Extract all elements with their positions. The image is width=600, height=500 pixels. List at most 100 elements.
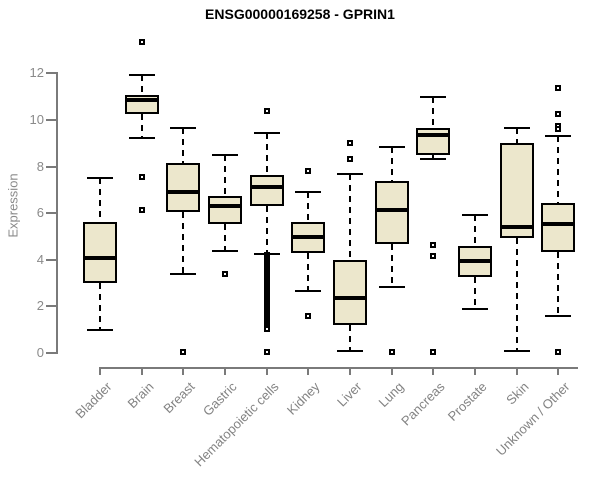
- outlier-point-unknown-other: [555, 349, 561, 355]
- y-axis-tick: [46, 352, 56, 354]
- upper-whisker-cap-pancreas: [420, 95, 446, 98]
- x-axis-tick: [349, 369, 351, 375]
- box-breast: [166, 163, 200, 213]
- y-tick-label: 0: [36, 345, 44, 360]
- upper-whisker-cap-unknown-other: [545, 135, 571, 138]
- x-axis-tick: [141, 369, 143, 375]
- y-tick-label: 8: [36, 158, 44, 174]
- lower-whisker-cap-skin: [504, 349, 530, 352]
- lower-whisker-kidney: [307, 252, 309, 292]
- upper-whisker-brain: [141, 74, 143, 95]
- x-category-label-unknown-other: Unknown / Other: [493, 379, 573, 459]
- lower-whisker-breast: [182, 212, 184, 274]
- outlier-point-pancreas: [430, 349, 436, 355]
- median-liver: [335, 296, 365, 301]
- y-axis-tick: [46, 212, 56, 215]
- lower-whisker-hematopoietic-cells: [266, 206, 268, 255]
- upper-whisker-cap-brain: [129, 73, 155, 76]
- upper-whisker-hematopoietic-cells: [266, 132, 268, 175]
- upper-whisker-cap-lung: [379, 145, 405, 148]
- median-hematopoietic-cells: [252, 184, 282, 189]
- box-lung: [375, 180, 409, 244]
- lower-whisker-cap-brain: [129, 136, 155, 139]
- y-tick-label: 12: [29, 65, 44, 81]
- median-bladder: [85, 255, 115, 260]
- median-brain: [127, 98, 157, 103]
- box-hematopoietic-cells: [250, 174, 284, 207]
- lower-whisker-pancreas: [432, 155, 434, 159]
- outlier-point-pancreas: [430, 241, 436, 248]
- x-axis-tick: [432, 369, 434, 375]
- outlier-point-unknown-other: [555, 126, 561, 133]
- lower-whisker-cap-bladder: [87, 328, 113, 331]
- lower-whisker-cap-gastric: [212, 249, 238, 252]
- upper-whisker-cap-prostate: [462, 213, 488, 216]
- upper-whisker-cap-kidney: [295, 191, 321, 194]
- median-prostate: [460, 259, 490, 264]
- upper-whisker-cap-hematopoietic-cells: [254, 131, 280, 134]
- lower-whisker-prostate: [474, 277, 476, 309]
- upper-whisker-unknown-other: [557, 136, 559, 203]
- y-tick-label: 2: [36, 298, 44, 314]
- lower-whisker-cap-kidney: [295, 290, 321, 293]
- box-liver: [333, 259, 367, 326]
- upper-whisker-prostate: [474, 214, 476, 246]
- upper-whisker-breast: [182, 128, 184, 164]
- box-gastric: [208, 195, 242, 224]
- outlier-point-brain: [139, 206, 145, 213]
- y-tick-label: 4: [36, 251, 44, 267]
- outlier-point-hematopoietic-cells: [264, 325, 270, 332]
- upper-whisker-liver: [349, 173, 351, 260]
- upper-whisker-skin: [516, 128, 518, 144]
- median-pancreas: [418, 133, 448, 138]
- outlier-point-gastric: [222, 270, 228, 277]
- x-axis-tick: [391, 369, 393, 375]
- upper-whisker-lung: [391, 146, 393, 181]
- x-axis-tick: [224, 369, 226, 375]
- lower-whisker-cap-breast: [170, 272, 196, 275]
- outlier-point-liver: [347, 155, 353, 162]
- outlier-point-hematopoietic-cells: [264, 107, 270, 114]
- y-axis-tick: [46, 119, 56, 121]
- lower-whisker-cap-unknown-other: [545, 314, 571, 317]
- upper-whisker-bladder: [99, 178, 101, 222]
- median-breast: [168, 190, 198, 195]
- x-axis-tick: [474, 369, 476, 375]
- median-unknown-other: [543, 221, 573, 226]
- median-skin: [502, 225, 532, 230]
- outlier-point-liver: [347, 140, 353, 147]
- upper-whisker-cap-breast: [170, 127, 196, 130]
- lower-whisker-lung: [391, 243, 393, 287]
- outlier-point-unknown-other: [555, 111, 561, 118]
- x-axis-tick: [182, 369, 184, 375]
- lower-whisker-liver: [349, 325, 351, 351]
- median-kidney: [293, 234, 323, 239]
- y-axis-tick: [46, 165, 56, 168]
- x-axis-line: [99, 367, 578, 369]
- y-tick-label: 6: [36, 205, 44, 221]
- outlier-point-breast: [180, 349, 186, 355]
- y-axis-tick: [46, 258, 56, 261]
- y-axis-line: [56, 72, 58, 354]
- lower-whisker-brain: [141, 114, 143, 138]
- median-gastric: [210, 204, 240, 209]
- box-bladder: [83, 221, 117, 284]
- outlier-point-brain: [139, 174, 145, 181]
- x-axis-tick: [266, 369, 268, 375]
- x-axis-tick: [99, 369, 101, 375]
- y-axis-tick: [46, 72, 56, 75]
- outlier-point-hematopoietic-cells: [264, 349, 270, 355]
- box-pancreas: [416, 128, 450, 156]
- lower-whisker-cap-lung: [379, 285, 405, 288]
- upper-whisker-cap-gastric: [212, 154, 238, 157]
- lower-whisker-cap-prostate: [462, 307, 488, 310]
- lower-whisker-bladder: [99, 283, 101, 330]
- x-axis-tick: [516, 369, 518, 375]
- median-lung: [377, 207, 407, 212]
- outlier-point-kidney: [305, 312, 311, 319]
- lower-whisker-cap-pancreas: [420, 157, 446, 160]
- lower-whisker-skin: [516, 237, 518, 351]
- upper-whisker-kidney: [307, 192, 309, 222]
- lower-whisker-gastric: [224, 223, 226, 251]
